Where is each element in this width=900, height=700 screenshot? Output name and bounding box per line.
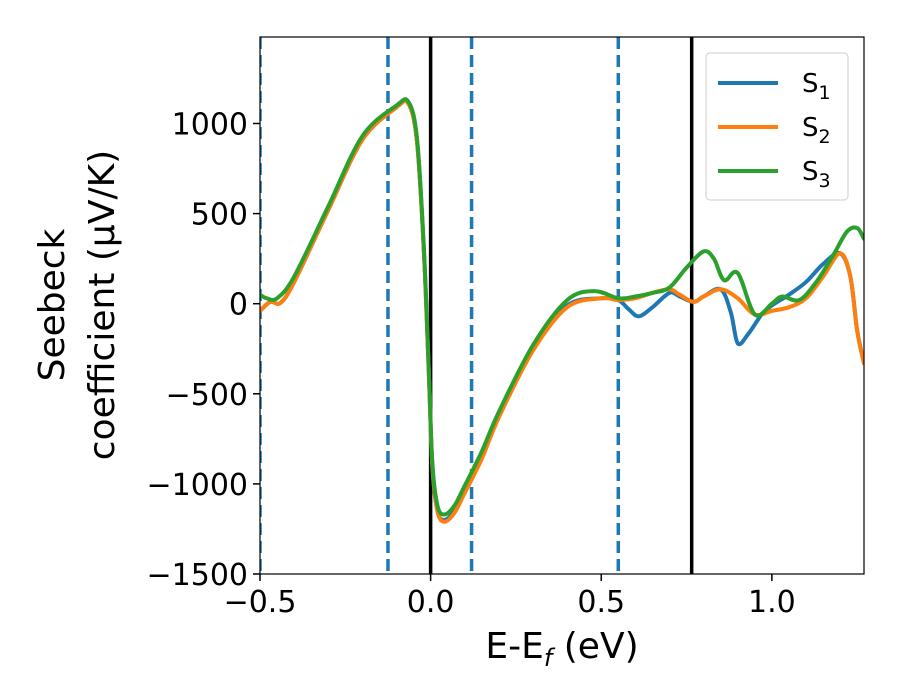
series-layer [260,97,864,524]
x-tick-label: 0.0 [407,585,455,620]
x-axis: −0.5 0.0 0.5 1.0 [224,574,796,620]
plot-frame [259,36,865,575]
y-tick-label: −500 [166,378,248,413]
y-tick-label: −1000 [147,468,248,503]
x-tick-label: −0.5 [224,585,297,620]
y-axis-label-line2: coefficient (μV/K) [82,150,123,460]
y-tick-label: 0 [229,288,248,323]
y-tick-label: 500 [191,198,248,233]
y-axis-label-line1: Seebeck [32,228,73,381]
x-tick-label: 0.5 [577,585,625,620]
x-tick-label: 1.0 [748,585,796,620]
legend-label-s1: S1 [802,69,831,104]
legend: S1 S2 S3 [705,52,849,201]
y-axis-label: Seebeck coefficient (μV/K) [32,150,123,460]
legend-label-s3: S3 [802,157,831,192]
legend-label-s2: S2 [802,113,831,148]
x-axis-label: E-Ef (eV) [485,626,638,672]
y-tick-label: 1000 [172,107,248,142]
y-tick-label: −1500 [147,558,248,593]
series-line-s3 [260,97,864,517]
reference-lines [260,37,694,574]
y-axis: 1000 500 0 −500 −1000 −1500 [147,107,260,593]
